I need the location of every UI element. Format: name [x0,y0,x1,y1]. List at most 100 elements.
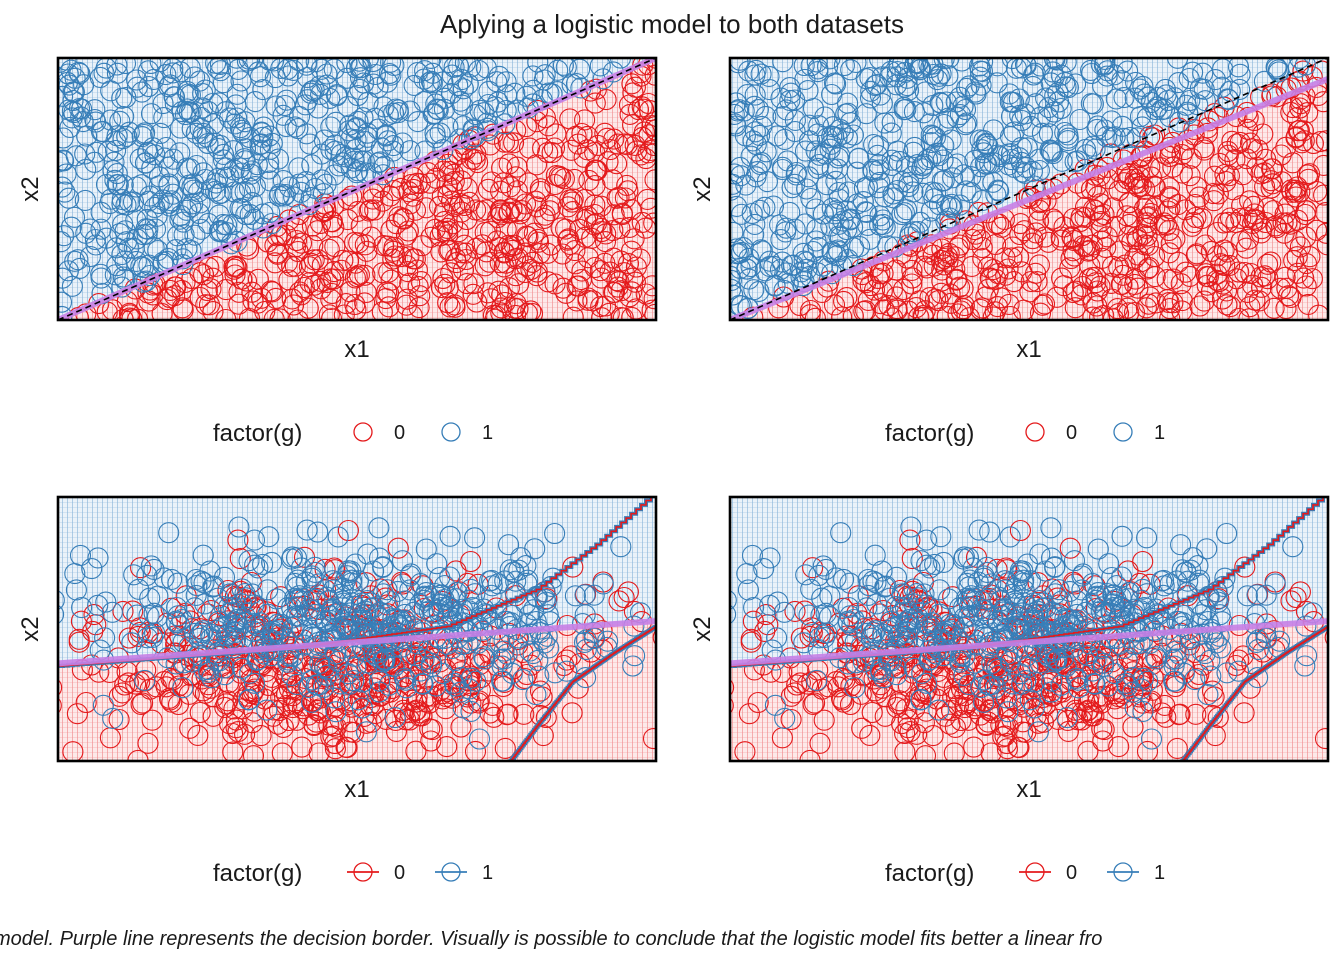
point-class-0 [432,688,454,710]
point-class-0 [897,764,917,784]
point-class-1 [140,555,162,577]
point-class-1 [494,570,516,592]
point-class-1 [829,118,851,140]
point-class-1 [946,153,968,175]
point-class-1 [426,553,448,575]
point-class-1 [252,79,274,101]
point-class-0 [1284,179,1306,201]
point-class-0 [393,208,415,230]
point-class-0 [1210,253,1232,275]
point-class-0 [931,270,953,292]
point-class-1 [819,138,841,160]
point-class-1 [903,101,925,123]
point-class-1 [1092,655,1114,677]
point-class-1 [915,529,938,551]
point-class-1 [575,629,597,651]
point-class-1 [845,58,867,73]
point-class-1 [438,586,460,608]
point-class-1 [478,80,500,102]
point-class-1 [258,158,280,180]
point-class-0 [613,133,636,155]
point-class-1 [198,661,220,683]
point-class-0 [380,219,402,241]
point-class-0 [1191,208,1213,230]
point-class-1 [336,67,358,89]
point-class-0 [610,250,632,272]
point-class-1 [143,602,165,624]
point-class-1 [522,79,544,101]
point-class-1 [1044,85,1066,107]
point-class-0 [171,279,193,301]
point-class-1 [515,555,537,577]
point-class-1 [919,557,941,579]
point-class-1 [1177,570,1199,592]
point-class-0 [335,736,357,758]
point-class-0 [965,223,987,245]
point-class-1 [190,218,212,240]
point-class-0 [1224,149,1246,171]
point-class-1 [1167,72,1190,94]
point-class-1 [169,142,191,164]
figure-caption: model. Purple line represents the decisi… [0,928,1103,950]
point-class-1 [1082,93,1104,115]
panel-frame [728,56,1330,322]
point-class-1 [1035,596,1057,619]
plot-area [58,497,656,761]
point-class-1 [881,111,903,133]
point-class-1 [326,83,348,106]
point-class-0 [783,682,806,704]
point-class-0 [1066,648,1088,670]
point-class-0 [505,265,527,287]
point-class-1 [352,671,374,693]
point-class-0 [1025,262,1047,284]
point-class-1 [301,691,323,713]
point-class-0 [1228,307,1250,320]
point-class-1 [815,602,837,624]
point-class-0 [462,283,484,305]
legend-key-point-1 [441,422,461,442]
point-class-0 [223,258,245,280]
point-class-0 [1150,157,1172,179]
point-class-1 [874,576,896,598]
point-class-1 [1046,648,1068,670]
plot-area [730,58,1328,320]
point-class-0 [1077,740,1099,761]
point-class-0 [1313,184,1328,206]
point-class-1 [314,656,336,678]
point-class-1 [275,115,297,138]
point-class-1 [885,74,908,96]
point-class-1 [839,605,861,627]
point-class-0 [904,689,926,711]
legend: factor(g) 0 1 [885,420,1165,447]
point-class-0 [1059,537,1081,559]
point-class-1 [955,180,977,202]
point-class-1 [324,164,346,186]
point-class-1 [209,219,231,241]
point-class-1 [368,547,391,569]
legend-key-point-1 [441,862,461,882]
point-class-1 [375,125,397,147]
point-class-0 [1149,214,1171,236]
point-class-0 [637,142,656,164]
point-class-1 [846,161,868,183]
point-class-1 [432,662,454,685]
x-axis-label: x1 [344,776,369,803]
point-class-0 [359,199,381,221]
point-class-1 [296,519,318,541]
point-class-0 [1079,239,1101,261]
point-class-0 [439,160,461,182]
legend-title: factor(g) [885,420,974,447]
point-class-1 [317,590,339,612]
point-class-1 [869,171,891,193]
point-class-1 [758,65,780,87]
point-class-0 [459,665,481,687]
point-class-1 [118,237,140,259]
point-class-1 [58,163,77,185]
point-class-1 [589,58,611,77]
point-class-1 [384,707,406,729]
point-class-1 [458,678,480,700]
point-class-0 [196,279,218,302]
point-class-1 [807,236,829,258]
point-class-0 [1108,736,1130,758]
